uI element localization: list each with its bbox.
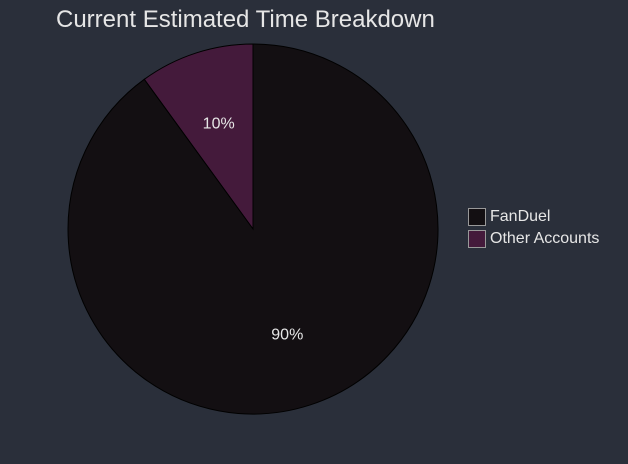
data-label-fanduel: 90%: [271, 327, 303, 344]
legend-item-other-accounts[interactable]: Other Accounts: [468, 228, 599, 250]
legend-swatch-other-accounts: [468, 230, 486, 248]
legend-label-other-accounts: Other Accounts: [490, 230, 600, 247]
pie-slice-other-accounts[interactable]: [143, 43, 254, 231]
legend-item-fanduel[interactable]: FanDuel: [468, 206, 599, 228]
legend: FanDuel Other Accounts: [468, 206, 599, 250]
chart-title: Current Estimated Time Breakdown: [56, 6, 435, 33]
legend-label-fanduel: FanDuel: [490, 208, 551, 225]
pie-slice-fanduel[interactable]: [67, 43, 439, 415]
legend-swatch-fanduel: [468, 208, 486, 226]
data-label-other-accounts: 10%: [203, 115, 235, 132]
